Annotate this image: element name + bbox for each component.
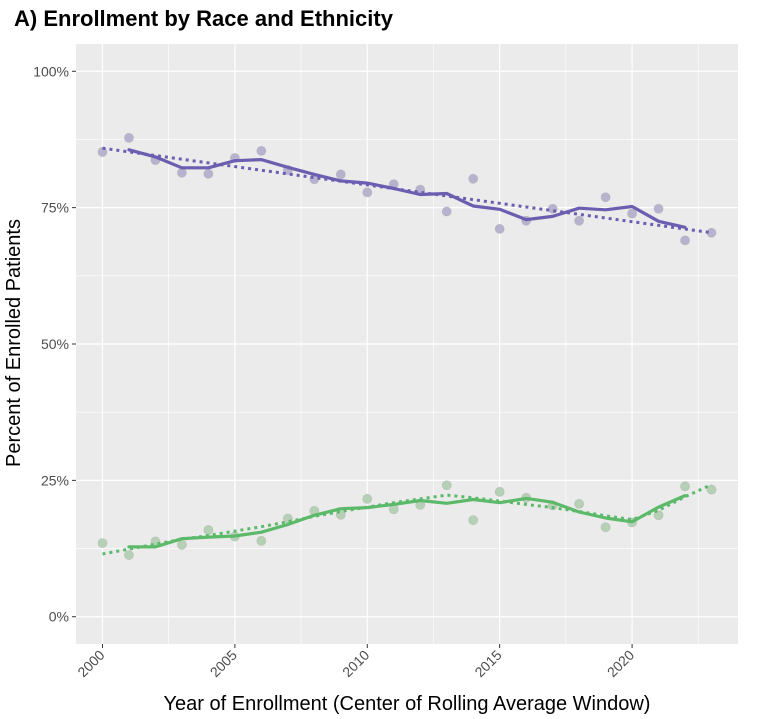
- x-axis-title: Year of Enrollment (Center of Rolling Av…: [164, 693, 651, 715]
- data-point: [494, 224, 505, 234]
- data-point: [574, 498, 585, 509]
- data-point: [177, 539, 187, 550]
- data-point: [574, 215, 585, 226]
- data-point: [600, 192, 611, 203]
- chart-title: A) Enrollment by Race and Ethnicity: [14, 6, 394, 31]
- y-tick-label: 75%: [41, 200, 69, 216]
- y-tick-label: 100%: [33, 63, 69, 79]
- data-point: [706, 484, 717, 495]
- data-point: [468, 173, 479, 184]
- data-point: [653, 510, 664, 521]
- data-point: [177, 167, 187, 178]
- y-tick-label: 50%: [41, 336, 69, 352]
- trend-line: [102, 146, 712, 235]
- data-point: [468, 515, 479, 526]
- data-point: [203, 525, 214, 535]
- x-tick-label: 2000: [74, 647, 107, 680]
- y-tick-label: 25%: [41, 472, 69, 488]
- data-point: [203, 168, 214, 179]
- data-point: [124, 550, 134, 560]
- data-point: [680, 235, 690, 246]
- data-point: [256, 536, 267, 546]
- x-tick-label: 2020: [604, 647, 637, 680]
- data-marks: [97, 132, 717, 560]
- data-point: [441, 206, 452, 217]
- x-tick-label: 2005: [207, 647, 240, 680]
- rolling-average-line: [127, 148, 687, 229]
- y-axis-title: Percent of Enrolled Patients: [3, 219, 25, 467]
- trend-line: [102, 483, 713, 556]
- data-point: [362, 187, 373, 198]
- data-point: [256, 146, 267, 156]
- data-point: [362, 494, 373, 504]
- data-point: [335, 169, 346, 180]
- data-point: [124, 132, 134, 143]
- data-point: [441, 480, 452, 491]
- y-tick-label: 0%: [49, 609, 69, 625]
- data-point: [627, 208, 637, 219]
- grid-major: [76, 44, 738, 644]
- data-point: [494, 486, 505, 497]
- data-point: [97, 538, 108, 548]
- data-point: [680, 481, 690, 492]
- data-point: [653, 203, 664, 214]
- rolling-average-line: [127, 494, 687, 549]
- x-tick-label: 2015: [471, 647, 504, 680]
- x-tick-label: 2010: [339, 647, 372, 680]
- data-point: [600, 522, 611, 533]
